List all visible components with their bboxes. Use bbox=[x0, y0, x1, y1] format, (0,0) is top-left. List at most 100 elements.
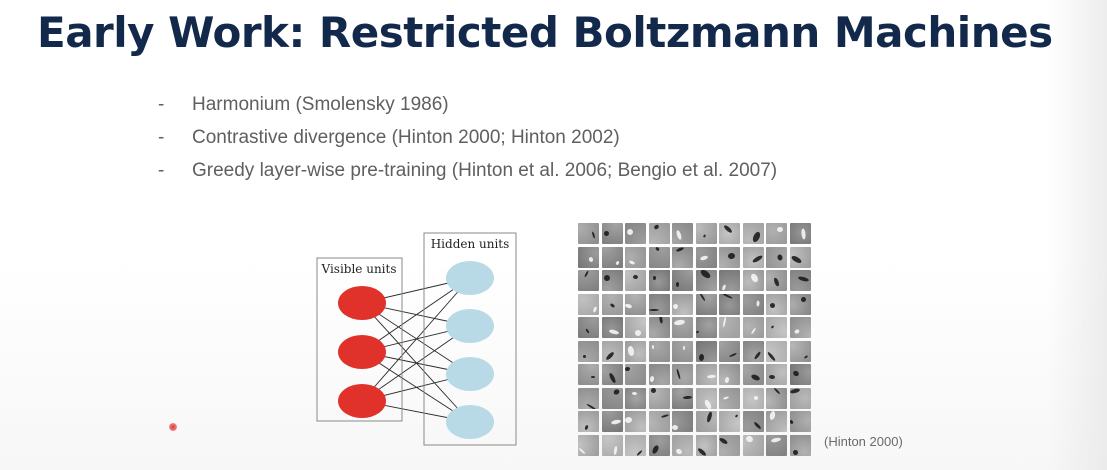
filter-stroke bbox=[654, 246, 660, 251]
filter-patch bbox=[789, 434, 811, 456]
filter-stroke bbox=[609, 302, 615, 308]
filter-stroke bbox=[792, 449, 798, 455]
hidden-unit-node bbox=[446, 405, 494, 439]
filter-stroke bbox=[673, 319, 686, 326]
filter-patch bbox=[601, 340, 623, 362]
bullet-item: - Contrastive divergence (Hinton 2000; H… bbox=[158, 127, 777, 160]
filter-patch bbox=[742, 387, 764, 409]
filter-patch bbox=[578, 270, 599, 291]
filter-patch bbox=[719, 387, 740, 409]
filter-stroke bbox=[672, 424, 679, 431]
rbm-diagram: Visible units Hidden units bbox=[316, 232, 517, 446]
filter-patch bbox=[648, 411, 670, 432]
filter-patch bbox=[766, 340, 787, 362]
filter-stroke bbox=[625, 416, 633, 424]
filter-patch bbox=[672, 293, 693, 315]
filter-stroke bbox=[755, 299, 760, 307]
filter-stroke bbox=[734, 414, 739, 418]
filter-stroke bbox=[773, 277, 780, 287]
bullet-list: - Harmonium (Smolensky 1986) - Contrasti… bbox=[158, 94, 777, 193]
filter-stroke bbox=[625, 302, 633, 309]
filter-stroke bbox=[702, 234, 706, 238]
filter-stroke bbox=[628, 259, 636, 265]
filter-stroke bbox=[583, 270, 590, 278]
filter-stroke bbox=[652, 223, 660, 231]
filter-patch bbox=[578, 340, 599, 362]
filter-patch bbox=[578, 317, 599, 338]
filter-stroke bbox=[749, 373, 761, 382]
filter-patch bbox=[742, 364, 764, 385]
filter-stroke bbox=[603, 230, 609, 237]
filter-patch bbox=[766, 293, 787, 315]
filter-stroke bbox=[634, 329, 642, 337]
filter-patch bbox=[742, 434, 764, 456]
filter-stroke bbox=[776, 226, 784, 233]
filter-patch bbox=[695, 434, 717, 456]
filter-stroke bbox=[591, 376, 595, 378]
filter-patch bbox=[648, 340, 670, 362]
filter-stroke bbox=[722, 395, 730, 400]
filter-stroke bbox=[660, 413, 669, 419]
filter-patch bbox=[648, 387, 670, 409]
filter-stroke bbox=[695, 330, 699, 334]
filter-stroke bbox=[789, 254, 803, 264]
connection-line bbox=[361, 302, 471, 423]
connection-line bbox=[361, 277, 471, 402]
filter-stroke bbox=[698, 293, 706, 301]
filter-stroke bbox=[797, 275, 809, 283]
filter-patch bbox=[766, 411, 787, 432]
filter-stroke bbox=[776, 253, 784, 261]
filter-stroke bbox=[791, 369, 800, 378]
filter-stroke bbox=[773, 387, 781, 395]
filter-patch bbox=[578, 434, 599, 456]
filter-patch bbox=[601, 293, 623, 315]
connection-line bbox=[361, 302, 471, 375]
filter-patch bbox=[766, 364, 787, 385]
filter-stroke bbox=[696, 446, 707, 456]
filter-stroke bbox=[602, 274, 611, 282]
filter-stroke bbox=[799, 295, 807, 303]
filter-stroke bbox=[744, 434, 754, 443]
filter-stroke bbox=[648, 375, 655, 383]
filter-stroke bbox=[584, 424, 589, 431]
filter-patch bbox=[601, 246, 623, 268]
filter-patch bbox=[625, 364, 646, 385]
filter-stroke bbox=[803, 354, 808, 359]
filter-patch bbox=[789, 340, 811, 362]
filter-stroke bbox=[727, 252, 736, 259]
filter-stroke bbox=[675, 229, 683, 241]
bullet-text: Contrastive divergence (Hinton 2000; Hin… bbox=[192, 127, 620, 148]
filter-patch bbox=[742, 293, 764, 315]
filter-patch bbox=[648, 293, 670, 315]
filter-patch bbox=[695, 293, 717, 315]
filter-patch bbox=[789, 364, 811, 385]
filter-patch bbox=[719, 411, 740, 432]
filter-stroke bbox=[592, 305, 598, 313]
filter-patch bbox=[789, 293, 811, 315]
filter-stroke bbox=[789, 387, 800, 394]
bullet-text: Greedy layer-wise pre-training (Hinton e… bbox=[192, 160, 778, 181]
filter-stroke bbox=[604, 350, 615, 361]
bullet-marker: - bbox=[158, 160, 165, 181]
filter-patch bbox=[625, 340, 646, 362]
filter-stroke bbox=[752, 394, 759, 401]
filter-patch bbox=[648, 223, 670, 244]
filter-patch bbox=[601, 387, 623, 409]
hidden-layer-box bbox=[423, 232, 517, 446]
filter-stroke bbox=[770, 436, 782, 443]
filter-patch bbox=[625, 293, 646, 315]
filter-stroke bbox=[698, 353, 704, 361]
visible-unit-node bbox=[338, 335, 386, 369]
filter-patch bbox=[601, 317, 623, 338]
filter-stroke bbox=[632, 274, 639, 280]
filter-patch bbox=[719, 293, 740, 315]
connection-line bbox=[361, 277, 471, 353]
filter-stroke bbox=[770, 325, 775, 329]
filter-stroke bbox=[626, 228, 634, 236]
filter-stroke bbox=[724, 376, 730, 384]
filter-patch bbox=[719, 317, 740, 338]
learned-filters-grid bbox=[578, 223, 814, 456]
filter-stroke bbox=[682, 395, 693, 399]
filter-stroke bbox=[752, 421, 762, 430]
